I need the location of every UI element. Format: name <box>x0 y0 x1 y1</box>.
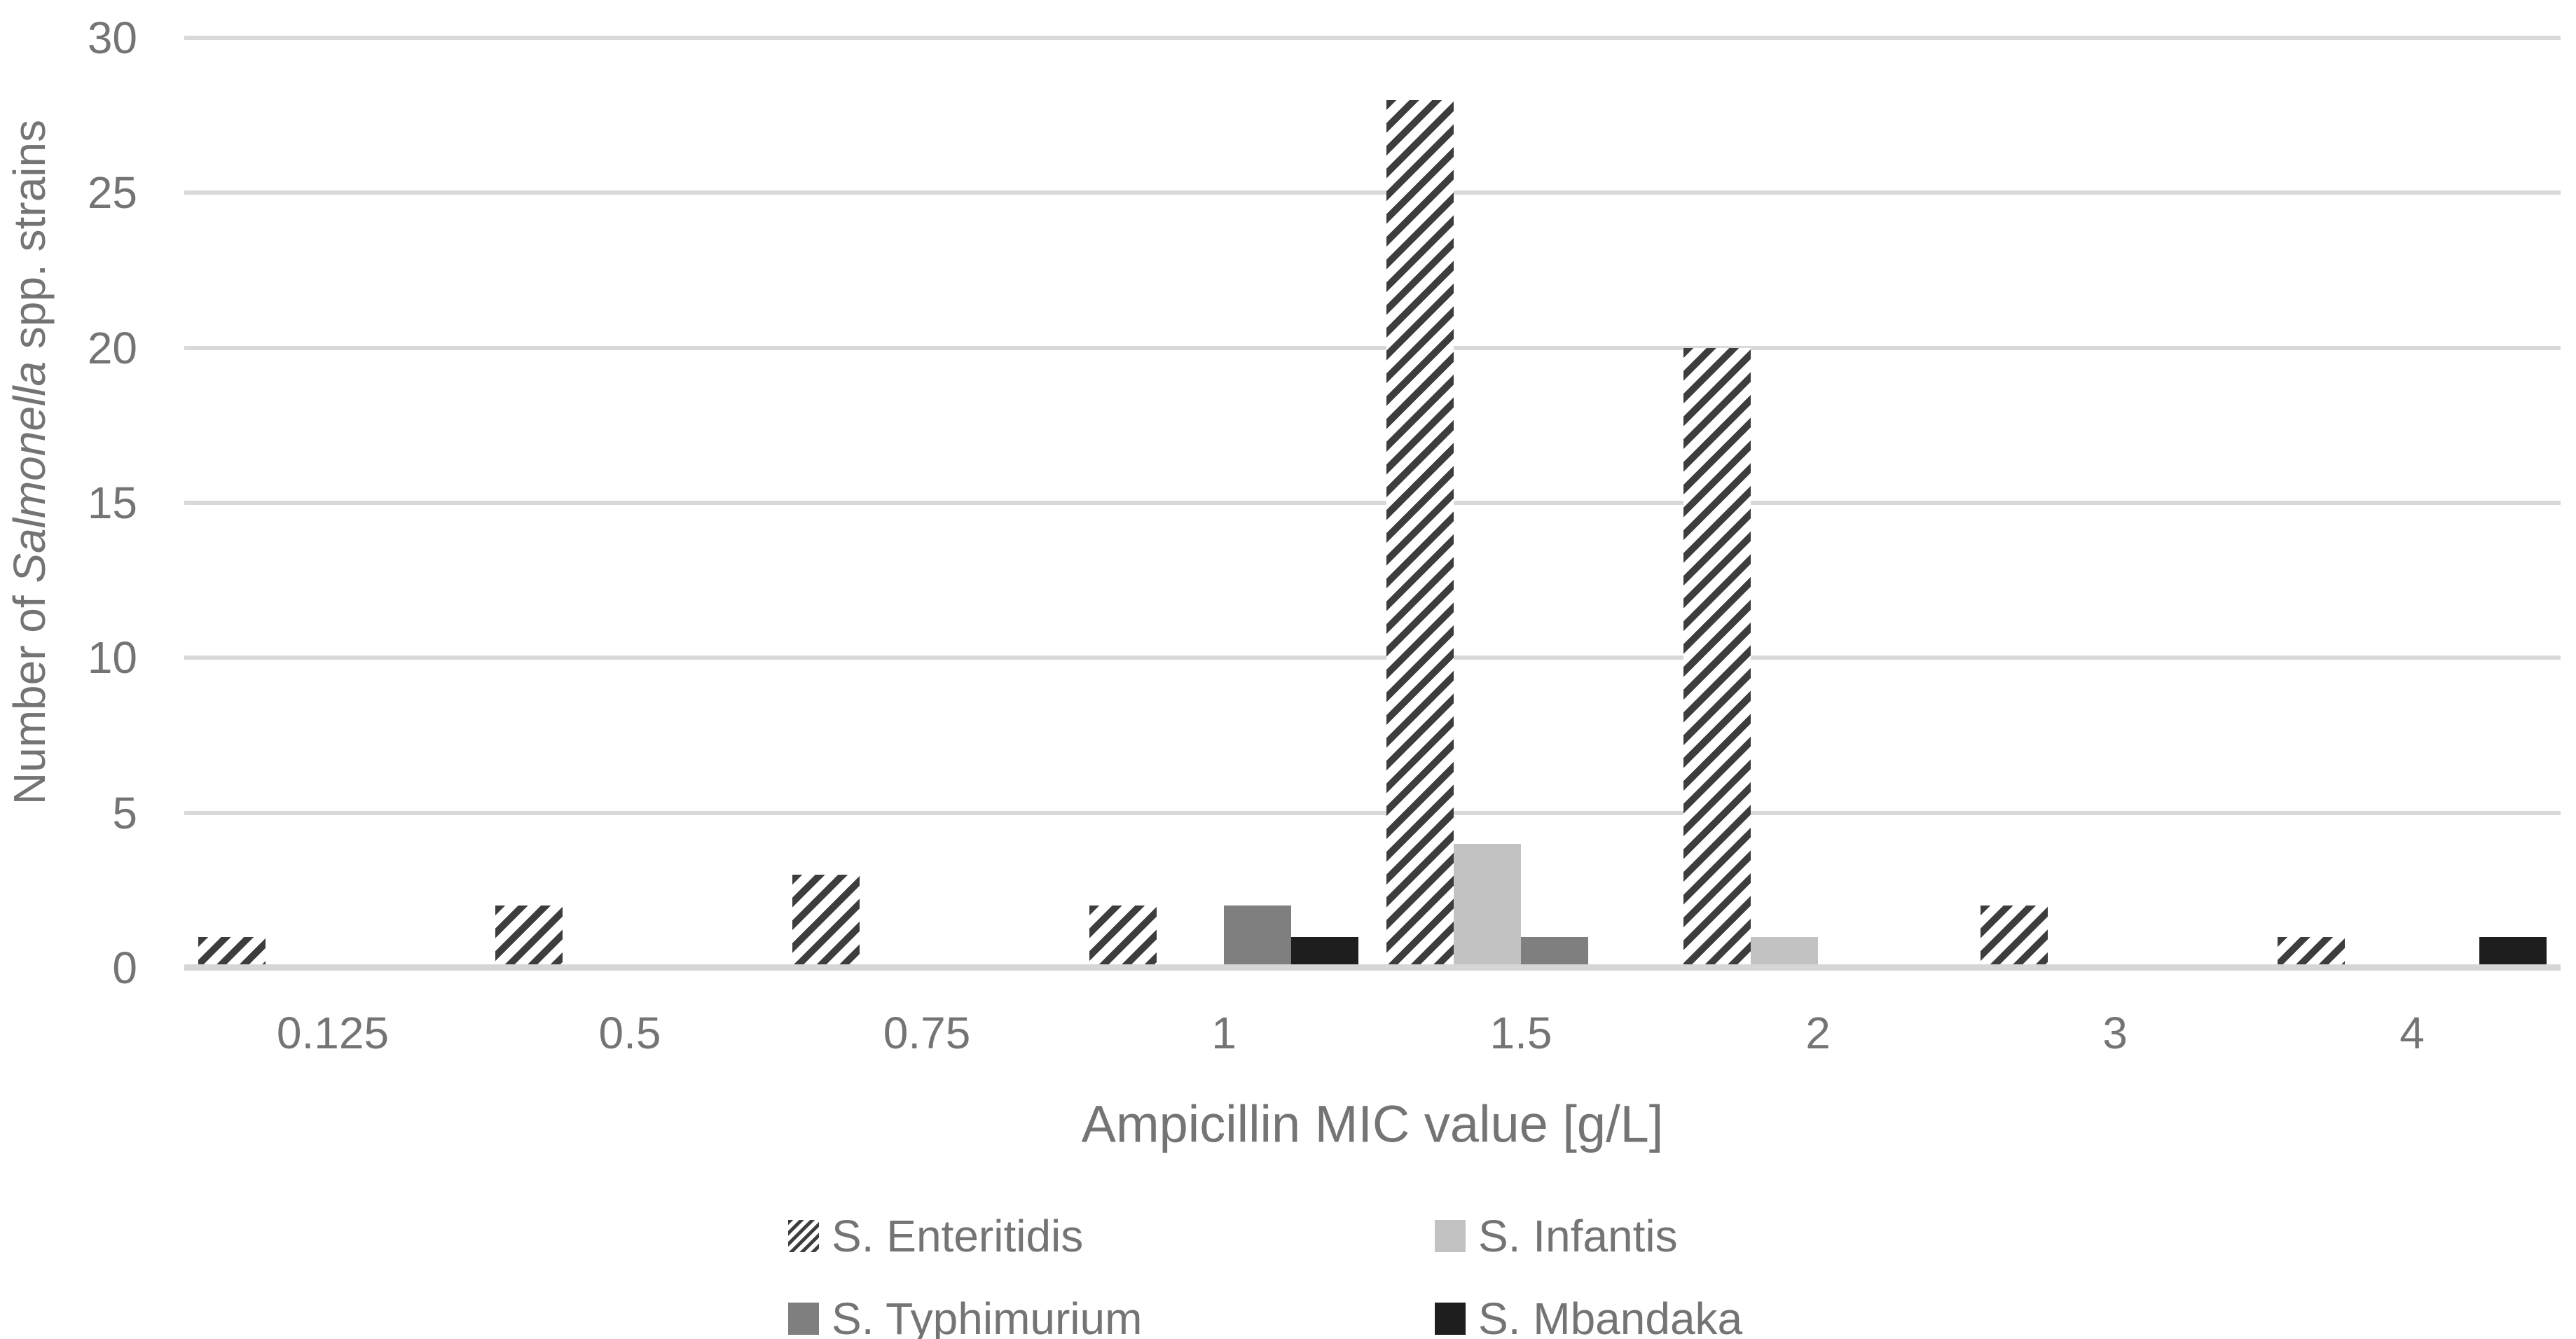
bar-slot <box>792 38 860 968</box>
bar-groups <box>184 38 2561 968</box>
legend-item-s-typhimurium: S. Typhimurium <box>788 1296 1435 1339</box>
x-tick-label-0.5: 0.5 <box>598 1008 661 1058</box>
category-group-2 <box>1669 38 1967 968</box>
x-axis-line <box>184 964 2561 971</box>
bar-slot <box>198 38 266 968</box>
x-tick-label-1: 1 <box>1211 1008 1237 1058</box>
bar-s-enteritidis-x3 <box>1981 906 2048 968</box>
bar-slot <box>1981 38 2048 968</box>
x-tick-label-0.125: 0.125 <box>276 1008 390 1058</box>
gridline-y15 <box>184 501 2561 505</box>
category-group-0.5 <box>481 38 778 968</box>
bar-slot <box>1588 38 1655 968</box>
bar-slot <box>1157 38 1224 968</box>
bar-slot <box>400 38 467 968</box>
legend-label: S. Infantis <box>1478 1211 1678 1261</box>
x-tick-label-1.5: 1.5 <box>1489 1008 1552 1058</box>
bar-s-mbandaka-x4 <box>2479 936 2547 968</box>
category-group-1.5 <box>1372 38 1669 968</box>
legend-label: S. Mbandaka <box>1478 1293 1743 1339</box>
legend-swatch-icon <box>788 1220 819 1252</box>
gridline-y20 <box>184 345 2561 350</box>
bar-slot <box>1818 38 1885 968</box>
bar-s-enteritidis-x0.5 <box>495 906 563 968</box>
category-group-0.75 <box>778 38 1075 968</box>
bar-slot <box>2345 38 2412 968</box>
bar-slot <box>1291 38 1358 968</box>
legend-swatch-icon <box>1435 1220 1466 1252</box>
y-tick-label-0: 0 <box>112 943 137 993</box>
bar-slot <box>495 38 563 968</box>
y-tick-label-10: 10 <box>87 632 137 684</box>
bar-slot <box>1089 38 1157 968</box>
bar-slot <box>1751 38 1818 968</box>
bar-s-enteritidis-x1 <box>1089 906 1157 968</box>
bar-slot <box>1683 38 1751 968</box>
bar-s-infantis-x2 <box>1751 936 1818 968</box>
bar-slot <box>927 38 994 968</box>
bar-s-enteritidis-x1.5 <box>1386 99 1454 968</box>
bar-slot <box>2182 38 2250 968</box>
bar-s-enteritidis-x0.75 <box>792 875 860 968</box>
legend-item-s-enteritidis: S. Enteritidis <box>788 1214 1435 1258</box>
bar-slot <box>1454 38 1521 968</box>
x-axis-tick-labels: 0.125 0.5 0.75 1 1.5 2 3 4 <box>184 1011 2561 1055</box>
legend-swatch-icon <box>788 1303 819 1335</box>
y-tick-label-5: 5 <box>112 787 137 838</box>
gridline-y25 <box>184 190 2561 195</box>
legend-item-s-infantis: S. Infantis <box>1435 1214 1742 1258</box>
category-group-0.125 <box>184 38 481 968</box>
bar-slot <box>630 38 697 968</box>
y-axis-title-prefix: Number of <box>4 583 55 805</box>
y-axis-title-italic: Salmonella <box>4 361 55 583</box>
bar-slot <box>2479 38 2547 968</box>
bar-s-mbandaka-x1 <box>1291 936 1358 968</box>
bar-slot <box>2048 38 2115 968</box>
gridline-y5 <box>184 810 2561 815</box>
category-group-4 <box>2264 38 2561 968</box>
bar-slot <box>860 38 927 968</box>
bar-s-infantis-x1.5 <box>1454 843 1521 968</box>
category-group-1 <box>1075 38 1372 968</box>
x-tick-label-4: 4 <box>2399 1008 2425 1058</box>
bar-slot <box>2115 38 2182 968</box>
y-tick-label-30: 30 <box>87 13 137 63</box>
legend-label: S. Typhimurium <box>832 1293 1143 1339</box>
bar-s-enteritidis-x2 <box>1683 347 1751 968</box>
x-tick-label-0.75: 0.75 <box>883 1008 971 1058</box>
bar-slot <box>1885 38 1952 968</box>
bar-slot <box>1386 38 1454 968</box>
x-tick-label-2: 2 <box>1805 1008 1831 1058</box>
legend-label: S. Enteritidis <box>832 1211 1084 1261</box>
y-tick-label-25: 25 <box>87 167 137 218</box>
bar-slot <box>2278 38 2345 968</box>
legend: S. Enteritidis S. Infantis S. Typhimurium S… <box>788 1214 1742 1339</box>
plot-area <box>184 36 2561 971</box>
bar-s-enteritidis-x4 <box>2278 936 2345 968</box>
x-axis-title: Ampicillin MIC value [g/L] <box>1081 1095 1664 1153</box>
bar-slot <box>563 38 630 968</box>
bar-slot <box>994 38 1061 968</box>
legend-item-s-mbandaka: S. Mbandaka <box>1435 1296 1742 1339</box>
category-group-3 <box>1967 38 2264 968</box>
y-axis-title: Number of Salmonella spp. strains <box>4 120 55 805</box>
bar-slot <box>697 38 764 968</box>
bar-slot <box>1224 38 1291 968</box>
bar-slot <box>266 38 333 968</box>
bar-slot <box>333 38 400 968</box>
legend-swatch-icon <box>1435 1303 1466 1335</box>
gridline-y30 <box>184 36 2561 40</box>
gridline-y10 <box>184 655 2561 660</box>
bar-s-enteritidis-x0.125 <box>198 936 266 968</box>
bar-s-typhimurium-x1.5 <box>1521 936 1588 968</box>
x-tick-label-3: 3 <box>2102 1008 2128 1058</box>
y-tick-label-15: 15 <box>87 478 137 528</box>
bar-s-typhimurium-x1 <box>1224 906 1291 968</box>
bar-slot <box>2412 38 2479 968</box>
bar-slot <box>1521 38 1588 968</box>
y-tick-label-20: 20 <box>87 322 137 373</box>
